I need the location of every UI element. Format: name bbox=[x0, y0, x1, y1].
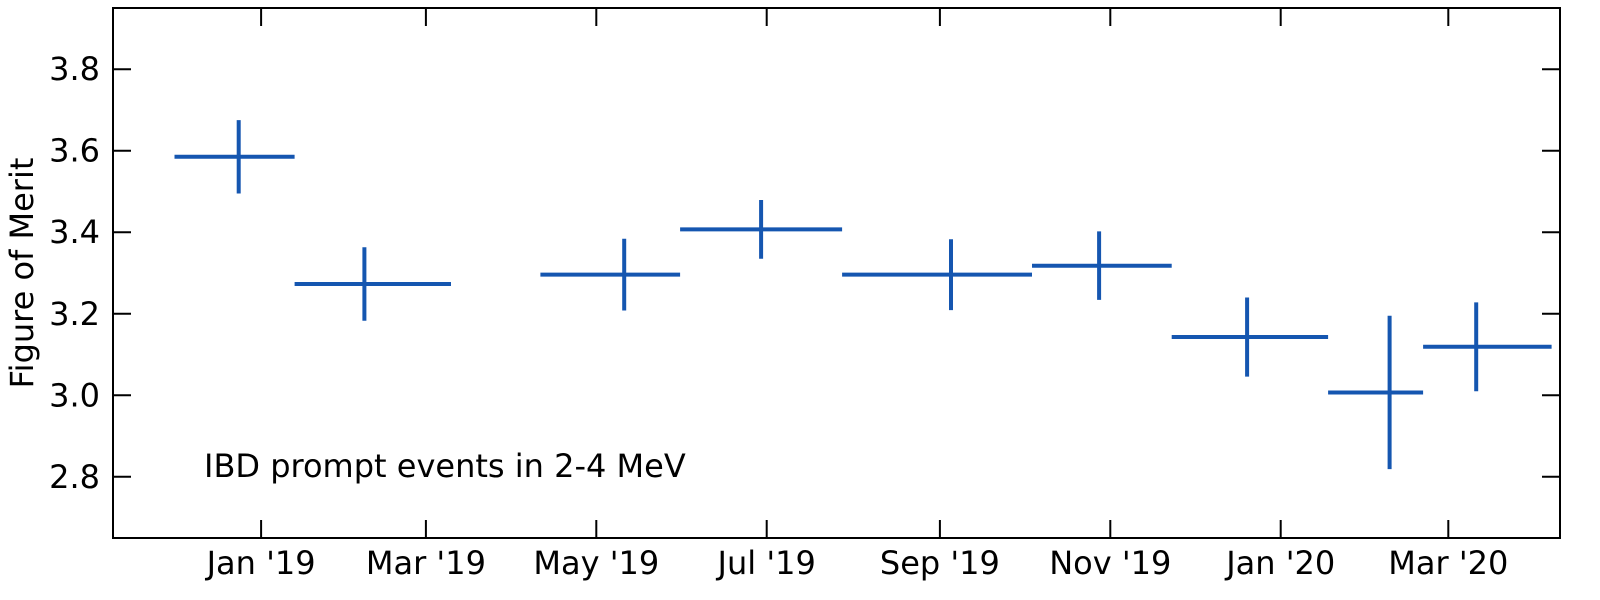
y-tick-label: 3.6 bbox=[49, 132, 100, 170]
plot-frame bbox=[112, 7, 1561, 539]
x-tick-label: Sep '19 bbox=[880, 544, 1000, 582]
y-tick-label: 3.0 bbox=[49, 376, 100, 414]
y-tick-label: 3.2 bbox=[49, 295, 100, 333]
data-point-4 bbox=[842, 239, 1032, 311]
y-tick-label: 3.8 bbox=[49, 50, 100, 88]
x-tick-label: Nov '19 bbox=[1049, 544, 1171, 582]
x-tick-label: Jan '19 bbox=[205, 544, 316, 582]
x-tick-label: Jul '19 bbox=[716, 544, 816, 582]
x-tick-label: May '19 bbox=[533, 544, 659, 582]
data-point-2 bbox=[540, 238, 681, 311]
y-tick-label: 2.8 bbox=[49, 458, 100, 496]
data-point-7 bbox=[1328, 315, 1424, 470]
y-axis-title: Figure of Merit bbox=[3, 158, 41, 389]
x-tick-label: Mar '19 bbox=[366, 544, 486, 582]
data-point-8 bbox=[1423, 302, 1552, 392]
axis-ticks: Jan '19 Mar '19 May '19 Jul '19 Sep '19 Nov '… bbox=[49, 8, 1560, 582]
x-tick-label: Jan '20 bbox=[1224, 544, 1335, 582]
y-tick-label: 3.4 bbox=[49, 213, 100, 251]
data-point-5 bbox=[1032, 231, 1172, 300]
data-points bbox=[174, 120, 1552, 470]
data-point-6 bbox=[1171, 297, 1329, 377]
data-point-0 bbox=[174, 120, 295, 194]
x-tick-label: Mar '20 bbox=[1388, 544, 1508, 582]
data-point-3 bbox=[680, 200, 843, 259]
data-point-1 bbox=[294, 247, 451, 321]
chart-annotation: IBD prompt events in 2-4 MeV bbox=[204, 447, 686, 485]
